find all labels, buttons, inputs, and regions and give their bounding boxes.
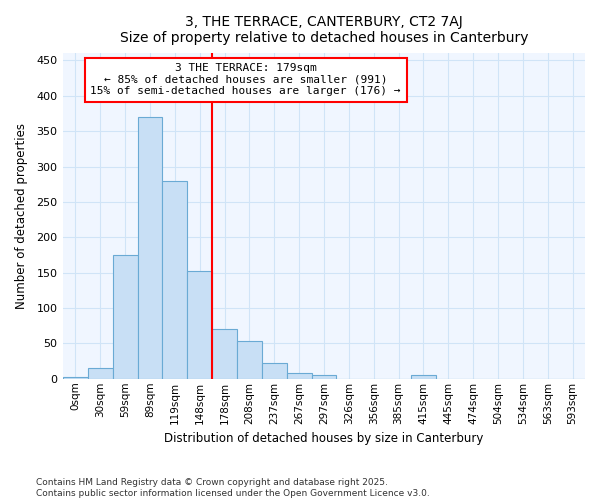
Bar bbox=[137, 117, 163, 379]
Bar bbox=[113, 255, 137, 379]
Bar bbox=[262, 363, 287, 379]
Bar bbox=[63, 378, 88, 379]
Bar bbox=[212, 329, 237, 379]
Text: Contains HM Land Registry data © Crown copyright and database right 2025.
Contai: Contains HM Land Registry data © Crown c… bbox=[36, 478, 430, 498]
Bar bbox=[411, 374, 436, 379]
Text: 3 THE TERRACE: 179sqm
← 85% of detached houses are smaller (991)
15% of semi-det: 3 THE TERRACE: 179sqm ← 85% of detached … bbox=[91, 63, 401, 96]
Bar bbox=[88, 368, 113, 379]
Bar bbox=[237, 342, 262, 379]
Y-axis label: Number of detached properties: Number of detached properties bbox=[15, 123, 28, 309]
Bar bbox=[311, 375, 337, 379]
Title: 3, THE TERRACE, CANTERBURY, CT2 7AJ
Size of property relative to detached houses: 3, THE TERRACE, CANTERBURY, CT2 7AJ Size… bbox=[120, 15, 528, 45]
Bar bbox=[163, 180, 187, 379]
X-axis label: Distribution of detached houses by size in Canterbury: Distribution of detached houses by size … bbox=[164, 432, 484, 445]
Bar bbox=[287, 373, 311, 379]
Bar bbox=[187, 271, 212, 379]
